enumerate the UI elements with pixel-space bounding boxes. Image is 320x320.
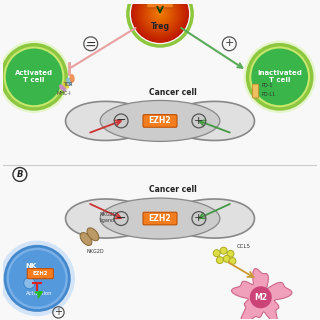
Ellipse shape [100,100,220,141]
Text: EZH2: EZH2 [149,214,171,223]
Text: EZH2: EZH2 [33,271,48,276]
Ellipse shape [100,198,220,239]
Circle shape [145,0,175,29]
Text: −: − [85,37,96,50]
Circle shape [135,0,185,38]
Circle shape [9,250,66,307]
Text: NKG2D
ligand: NKG2D ligand [99,212,117,223]
Circle shape [158,12,162,16]
Text: Inactivated
T cell: Inactivated T cell [257,70,302,83]
Circle shape [220,247,227,254]
Polygon shape [66,199,254,238]
Circle shape [147,1,173,27]
Text: MHC-I: MHC-I [56,91,71,96]
Circle shape [139,0,181,35]
Ellipse shape [63,81,69,89]
Text: CCL5: CCL5 [237,244,251,249]
Circle shape [223,255,230,262]
Circle shape [6,49,62,105]
Circle shape [0,241,75,316]
Polygon shape [66,101,254,140]
FancyBboxPatch shape [143,212,177,225]
Text: NKG2D: NKG2D [87,249,104,254]
Circle shape [143,0,177,31]
Circle shape [0,41,70,113]
Text: +: + [225,38,234,48]
Text: PD-L1: PD-L1 [262,92,276,97]
Circle shape [154,8,166,20]
Text: Cancer cell: Cancer cell [149,88,196,97]
Text: −: − [116,212,126,225]
Circle shape [133,0,187,40]
FancyBboxPatch shape [147,0,173,8]
Circle shape [216,257,223,264]
Ellipse shape [87,228,99,241]
FancyBboxPatch shape [143,115,177,127]
Circle shape [150,4,170,23]
Circle shape [24,277,35,289]
Circle shape [213,250,220,257]
Circle shape [229,258,236,265]
FancyBboxPatch shape [27,268,53,279]
Text: M2: M2 [254,293,267,302]
Circle shape [141,0,179,33]
Ellipse shape [59,84,67,91]
Text: −: − [116,114,126,127]
Circle shape [227,250,234,257]
Text: +: + [54,307,62,317]
Circle shape [248,45,312,109]
Text: EZH2: EZH2 [152,0,168,5]
FancyBboxPatch shape [252,84,259,98]
Circle shape [149,3,171,25]
Ellipse shape [66,77,72,86]
Polygon shape [232,268,292,320]
Circle shape [2,45,66,109]
Text: Cancer cell: Cancer cell [149,185,196,194]
Text: Activation: Activation [26,292,52,296]
Circle shape [244,41,316,113]
Text: Treg: Treg [150,22,170,31]
Circle shape [251,49,308,105]
Circle shape [250,286,272,308]
Text: TCR: TCR [63,82,72,87]
Text: B: B [17,170,23,179]
Text: EZH2: EZH2 [149,116,171,125]
Text: −: − [85,38,97,52]
Circle shape [5,246,69,310]
Text: +: + [194,213,204,223]
Text: +: + [194,116,204,126]
Circle shape [152,6,168,21]
Text: Activated
T cell: Activated T cell [15,70,53,83]
Ellipse shape [80,233,92,245]
Text: PD-1: PD-1 [262,83,273,88]
Circle shape [132,0,188,42]
Circle shape [137,0,183,36]
Circle shape [156,10,164,18]
Text: NK: NK [25,263,36,268]
Ellipse shape [70,74,75,83]
